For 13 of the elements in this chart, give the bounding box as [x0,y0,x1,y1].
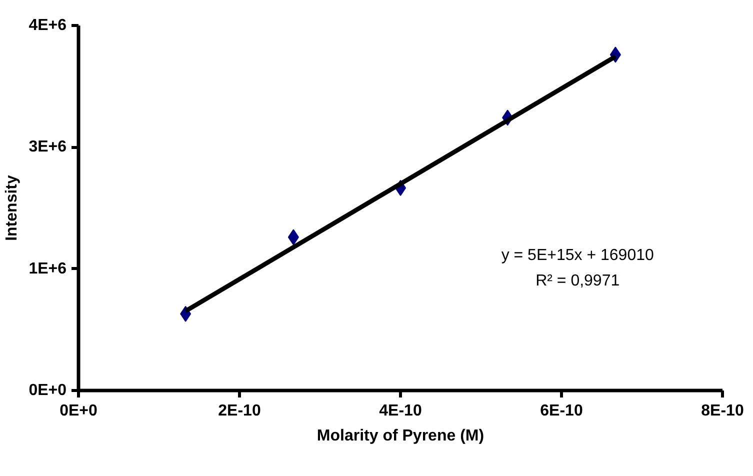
y-axis-title: Intensity [4,175,21,241]
x-tick-label: 0E+0 [60,402,98,420]
y-tick-label: 4E+6 [28,17,67,34]
x-axis-title: Molarity of Pyrene (M) [316,428,484,444]
x-tick-label: 8E-10 [701,402,744,420]
x-tick-label: 4E-10 [379,402,422,420]
annotation: R² = 0,9971 [536,272,620,290]
y-tick-label: 1E+6 [28,260,67,278]
y-tick-label: 0E+0 [28,382,67,399]
y-tick-label: 3E+6 [28,138,67,156]
x-tick-label: 2E-10 [218,402,261,420]
x-tick-label: 6E-10 [540,402,583,420]
annotation: y = 5E+15x + 169010 [501,246,654,264]
